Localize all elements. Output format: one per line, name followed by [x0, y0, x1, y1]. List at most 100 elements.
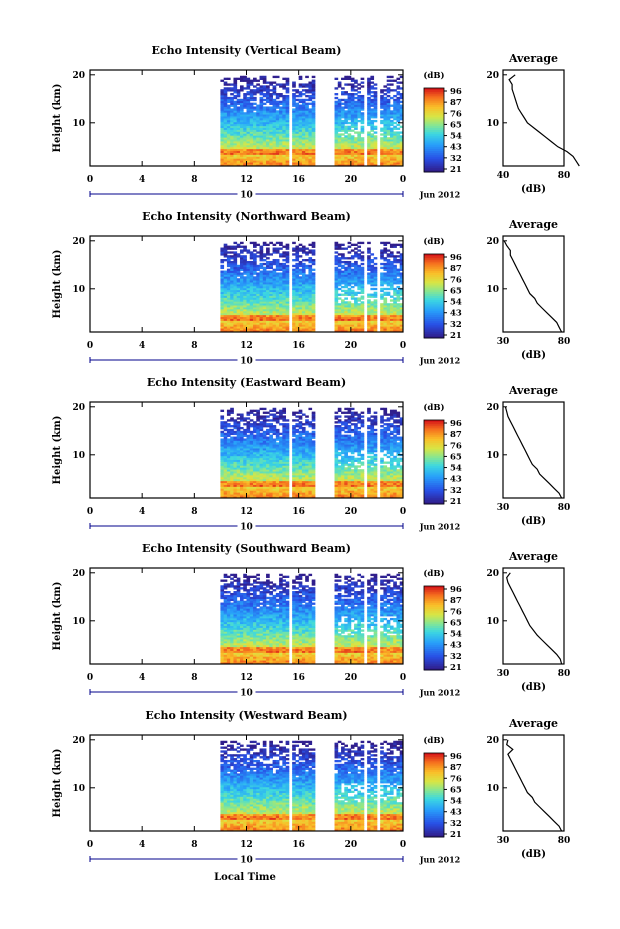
echo-cell: [354, 326, 358, 329]
echo-cell: [341, 123, 345, 127]
echo-cell: [226, 137, 231, 140]
echo-cell: [396, 139, 401, 142]
echo-cell: [233, 96, 238, 100]
echo-cell: [396, 87, 401, 90]
echo-cell: [256, 123, 260, 127]
echo-cell: [292, 93, 296, 96]
echo-cell: [269, 164, 273, 167]
echo-cell: [220, 496, 225, 499]
echo-cell: [393, 118, 397, 121]
echo-cell: [337, 100, 342, 104]
echo-cell: [399, 260, 404, 264]
echo-cell: [226, 457, 231, 460]
echo-cell: [233, 81, 238, 84]
echo-cell: [223, 93, 228, 96]
echo-cell: [279, 255, 283, 258]
echo-cell: [393, 276, 397, 279]
echo-cell: [396, 320, 401, 323]
echo-cell: [383, 305, 388, 308]
echo-cell: [282, 154, 287, 157]
echo-cell: [337, 303, 342, 306]
echo-cell: [266, 106, 270, 109]
echo-cell: [275, 125, 280, 128]
echo-cell: [220, 125, 225, 128]
echo-cell: [386, 320, 391, 323]
echo-cell: [292, 425, 296, 428]
colorbar-label: 32: [450, 320, 462, 330]
echo-cell: [236, 278, 241, 281]
echo-cell: [256, 308, 260, 312]
echo-cell: [226, 305, 231, 308]
echo-cell: [344, 154, 348, 157]
echo-cell: [236, 116, 241, 119]
echo-cell: [230, 87, 234, 90]
echo-cell: [233, 135, 238, 138]
echo-cell: [292, 118, 296, 121]
echo-cell: [308, 133, 313, 136]
echo-cell: [386, 264, 391, 268]
echo-cell: [341, 280, 345, 283]
echo-cell: [350, 100, 355, 104]
echo-cell: [259, 259, 264, 262]
echo-cell: [298, 314, 303, 318]
echo-cell: [253, 249, 257, 252]
echo-cell: [262, 154, 267, 157]
echo-cell: [373, 158, 378, 161]
echo-cell: [357, 326, 362, 329]
echo-cell: [354, 154, 358, 157]
echo-cell: [262, 430, 267, 434]
echo-cell: [347, 276, 352, 279]
echo-cell: [311, 150, 316, 153]
echo-cell: [367, 142, 371, 146]
echo-cell: [308, 274, 313, 277]
echo-cell: [305, 305, 309, 308]
echo-cell: [301, 98, 306, 102]
echo-cell: [308, 116, 313, 119]
echo-cell: [236, 255, 241, 258]
echo-cell: [399, 142, 404, 146]
echo-cell: [230, 139, 234, 142]
echo-cell: [308, 150, 313, 153]
echo-cell: [230, 303, 234, 306]
echo-cell: [308, 330, 313, 333]
y-axis-label: Height (km): [52, 250, 63, 319]
echo-cell: [259, 278, 264, 281]
echo-cell: [373, 299, 378, 302]
echo-cell: [282, 158, 287, 161]
echo-cell: [233, 150, 238, 153]
echo-cell: [399, 156, 404, 159]
echo-cell: [285, 116, 290, 119]
echo-cell: [337, 142, 342, 146]
echo-cell: [386, 110, 391, 113]
echo-cell: [305, 150, 309, 153]
echo-cell: [279, 137, 283, 140]
echo-cell: [272, 262, 277, 266]
echo-cell: [383, 131, 388, 134]
echo-cell: [226, 413, 231, 416]
echo-cell: [272, 314, 277, 318]
echo-cell: [347, 260, 352, 264]
echo-cell: [220, 451, 225, 455]
echo-cell: [243, 293, 247, 296]
echo-cell: [386, 133, 391, 136]
echo-cell: [246, 260, 251, 264]
echo-cell: [383, 89, 388, 92]
echo-cell: [308, 118, 313, 121]
echo-cell: [334, 142, 339, 146]
echo-cell: [282, 270, 287, 273]
echo-cell: [236, 91, 241, 94]
echo-cell: [246, 318, 251, 321]
echo-cell: [308, 297, 313, 300]
echo-cell: [396, 133, 401, 136]
echo-cell: [386, 89, 391, 92]
echo-cell: [230, 474, 234, 478]
echo-cell: [233, 264, 238, 268]
echo-cell: [269, 295, 273, 298]
echo-cell: [308, 81, 313, 84]
echo-cell: [301, 127, 306, 130]
echo-cell: [389, 278, 394, 281]
echo-cell: [243, 129, 247, 132]
echo-cell: [354, 162, 358, 165]
y-tick-label: 10: [72, 119, 85, 129]
echo-cell: [370, 119, 375, 123]
